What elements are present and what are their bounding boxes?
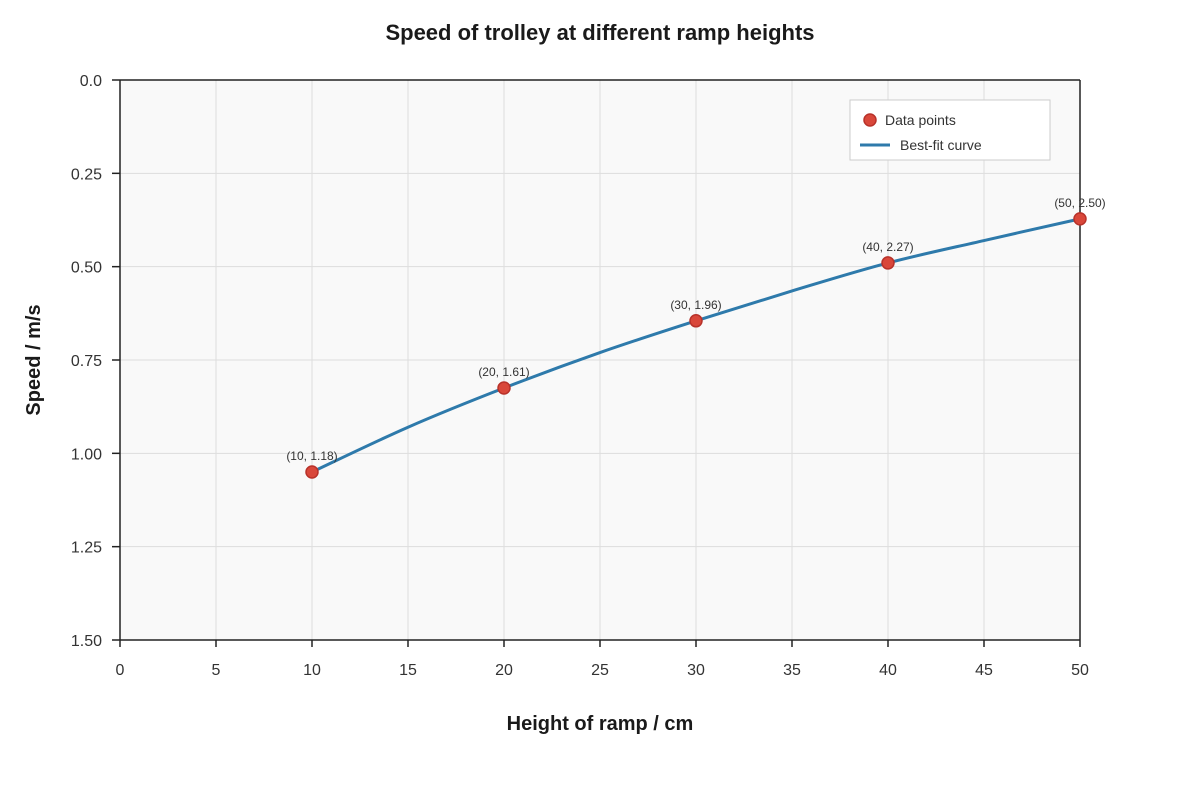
legend: Data points Best-fit curve (849, 99, 1051, 161)
x-axis-title: Height of ramp / cm (507, 713, 694, 735)
y-axis-title: Speed / m/s (23, 304, 45, 415)
y-tick-label: 1.25 (71, 540, 102, 557)
data-point-label: (10, 1.18) (286, 449, 337, 463)
y-tick-label: 0.50 (71, 260, 102, 277)
legend-marker-data-points (863, 113, 877, 127)
series (305, 212, 1087, 479)
y-tick-label: 1.50 (71, 633, 102, 650)
legend-box (849, 99, 1051, 161)
data-point (1073, 212, 1087, 226)
data-point-label: (30, 1.96) (670, 298, 721, 312)
x-tick-label: 10 (303, 662, 321, 679)
x-tick-label: 40 (879, 662, 897, 679)
data-point (881, 256, 895, 270)
x-tick-label: 50 (1071, 662, 1089, 679)
y-tick-label: 0.25 (71, 166, 102, 183)
legend-label-best-fit-curve: Best-fit curve (900, 137, 982, 153)
data-point-label: (20, 1.61) (478, 365, 529, 379)
data-point-label: (40, 2.27) (862, 240, 913, 254)
ticks: 0 5 10 15 20 25 30 35 40 45 50 0.0 0.25 0.50 0.75 1.00 1… (71, 73, 1089, 679)
x-tick-label: 15 (399, 662, 417, 679)
data-point (497, 381, 511, 395)
data-labels: (10, 1.18) (20, 1.61) (30, 1.96) (40, 2.27)… (286, 196, 1105, 463)
chart-title: Speed of trolley at different ramp heigh… (385, 20, 814, 45)
y-tick-label: 0.0 (80, 73, 102, 90)
legend-label-data-points: Data points (885, 112, 956, 128)
x-tick-label: 35 (783, 662, 801, 679)
data-point (305, 465, 319, 479)
x-tick-label: 30 (687, 662, 705, 679)
x-tick-label: 5 (212, 662, 221, 679)
data-point-label: (50, 2.50) (1054, 196, 1105, 210)
x-tick-label: 25 (591, 662, 609, 679)
y-tick-label: 0.75 (71, 353, 102, 370)
data-point (689, 314, 703, 328)
x-tick-label: 45 (975, 662, 993, 679)
x-tick-label: 0 (116, 662, 125, 679)
y-tick-label: 1.00 (71, 446, 102, 463)
x-tick-label: 20 (495, 662, 513, 679)
